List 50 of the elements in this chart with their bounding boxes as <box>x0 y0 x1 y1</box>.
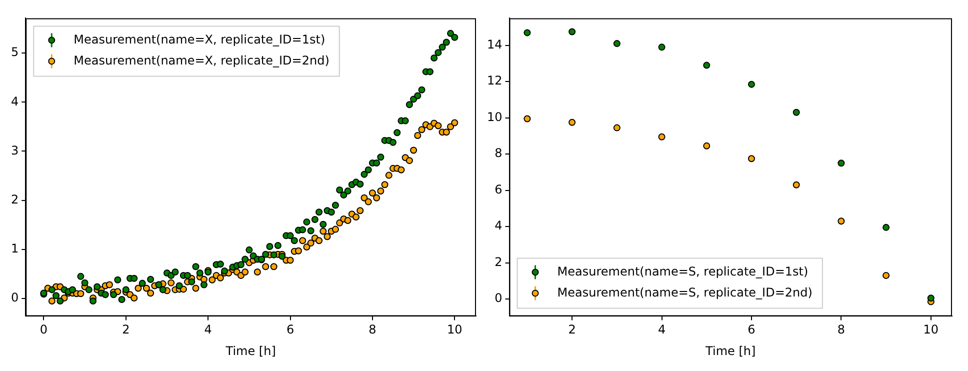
point <box>568 118 576 126</box>
y-tick-label: 10 <box>486 110 502 124</box>
point <box>927 294 934 302</box>
point <box>613 124 620 132</box>
y-tick-label: 1 <box>10 242 19 256</box>
legend-label: Measurement(name=X, replicate_ID=1st) <box>74 32 326 46</box>
x-tick-label: 6 <box>748 322 756 337</box>
x-axis-title: Time [h] <box>224 344 276 358</box>
x-tick-label: 4 <box>658 322 666 337</box>
y-tick-label: 14 <box>486 38 502 52</box>
legend-label: Measurement(name=S, replicate_ID=2nd) <box>557 285 812 300</box>
y-tick-label: 12 <box>486 74 502 88</box>
point <box>613 40 620 48</box>
x-tick-label: 2 <box>568 322 576 337</box>
point <box>703 142 710 150</box>
y-tick-label: 2 <box>494 254 502 269</box>
point <box>703 62 710 69</box>
point <box>658 44 666 51</box>
y-tick-label: 8 <box>494 146 502 160</box>
y-tick-label: 4 <box>494 218 502 233</box>
x-tick-label: 2 <box>122 322 130 337</box>
x-tick-label: 6 <box>286 322 294 337</box>
point <box>568 28 576 36</box>
legend-label: Measurement(name=S, replicate_ID=1st) <box>557 264 808 278</box>
y-tick-label: 5 <box>10 45 19 60</box>
y-tick-label: 4 <box>10 94 19 108</box>
y-tick-label: 0 <box>494 291 502 306</box>
x-axis-title: Time [h] <box>704 344 756 358</box>
x-tick-label: 10 <box>923 322 939 337</box>
legend-label: Measurement(name=X, replicate_ID=2nd) <box>74 53 330 68</box>
x-tick-label: 8 <box>368 322 376 337</box>
y-tick-label: 6 <box>494 182 502 196</box>
point <box>524 29 531 36</box>
x-tick-label: 4 <box>204 322 212 337</box>
y-tick-label: 3 <box>10 143 19 158</box>
point <box>792 108 800 116</box>
point <box>792 181 800 188</box>
point <box>838 160 845 167</box>
x-tick-label: 8 <box>837 322 846 337</box>
x-tick-label: 0 <box>40 322 48 337</box>
x-tick-label: 10 <box>446 322 462 337</box>
point <box>748 80 755 88</box>
y-tick-label: 0 <box>10 290 19 305</box>
point <box>838 218 845 225</box>
point <box>882 224 890 231</box>
point <box>524 115 531 122</box>
point <box>658 133 666 140</box>
y-tick-label: 2 <box>10 192 19 206</box>
point <box>748 155 755 162</box>
point <box>882 272 890 279</box>
